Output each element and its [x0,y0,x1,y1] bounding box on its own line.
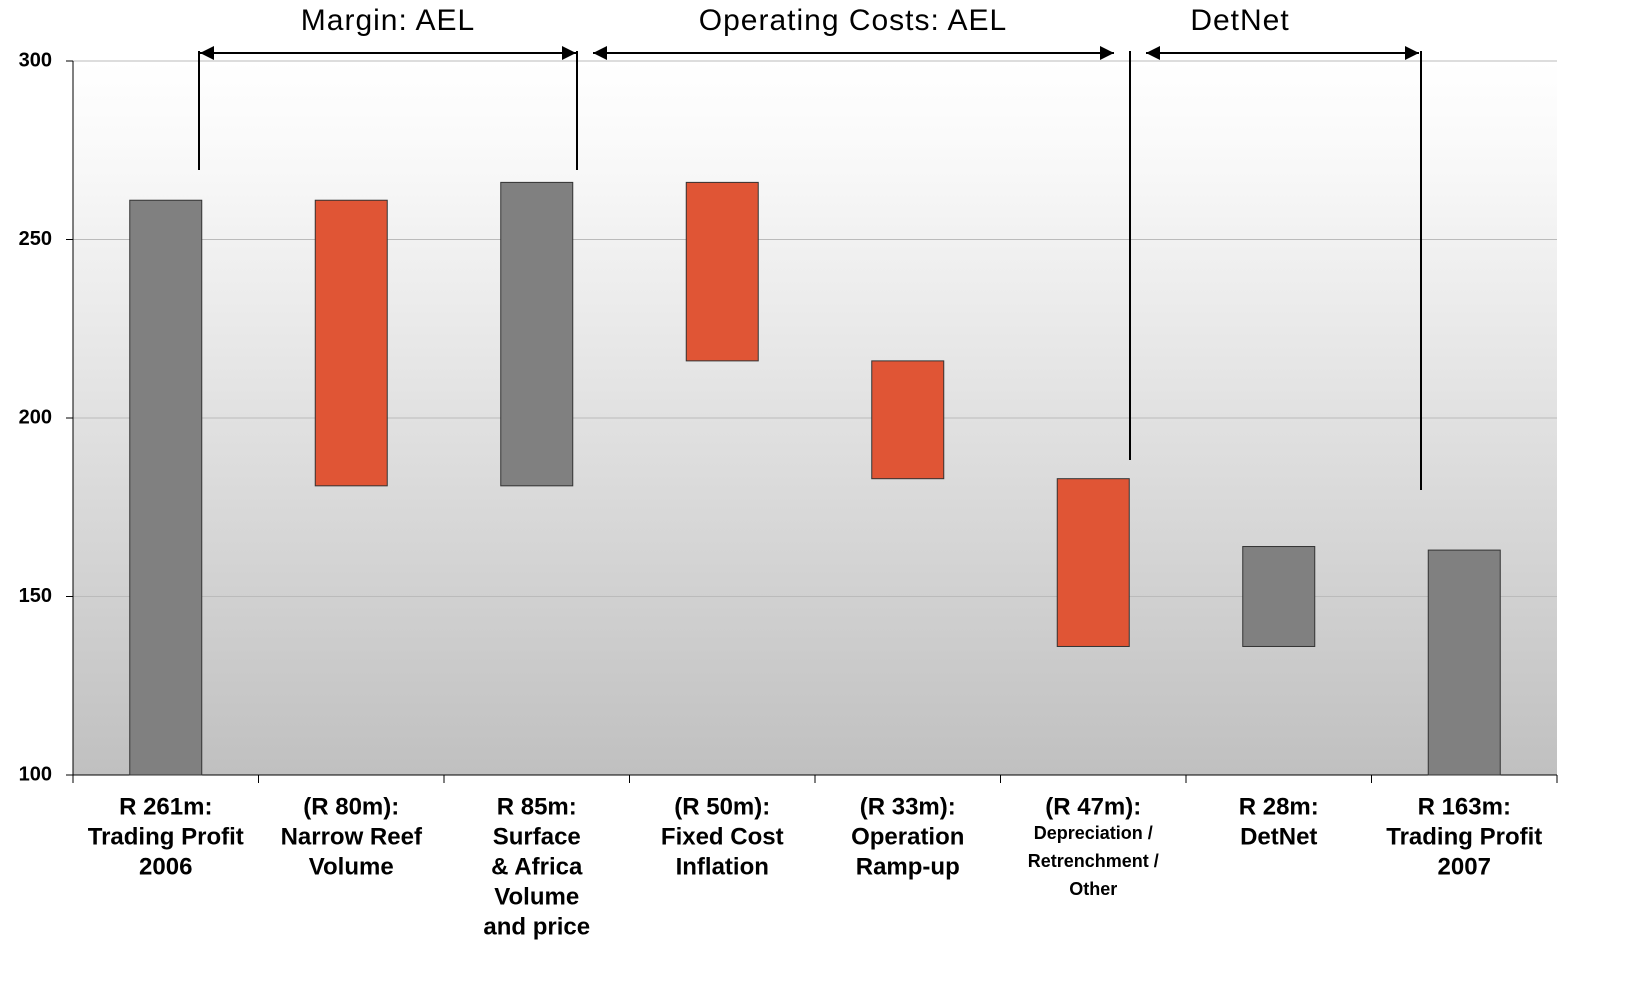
category-label: & Africa [491,853,583,880]
category-label: Fixed Cost [661,823,784,850]
bar [685,181,759,362]
category-label: Other [1069,879,1117,899]
y-tick-label: 200 [19,406,52,428]
value-label: R 163m: [1418,793,1511,820]
value-label: R 261m: [119,793,212,820]
category-label: Depreciation / [1034,823,1153,843]
category-label: Operation [851,823,964,850]
category-label: and price [483,913,590,940]
category-label: 2006 [139,853,192,880]
bar [129,199,203,776]
value-label: R 85m: [497,793,577,820]
group-label: Operating Costs: AEL [699,4,1008,37]
group-label: Margin: AEL [301,4,475,37]
bar [1427,549,1501,776]
group-label: DetNet [1190,4,1289,37]
category-label: Inflation [676,853,769,880]
y-tick-label: 150 [19,585,52,607]
category-label: 2007 [1438,853,1491,880]
value-label: (R 80m): [303,793,399,820]
bar [500,181,574,487]
category-label: DetNet [1240,823,1317,850]
category-label: Trading Profit [88,823,244,850]
value-label: (R 33m): [860,793,956,820]
y-tick-label: 250 [19,228,52,250]
category-label: Ramp-up [856,853,960,880]
y-tick-label: 100 [19,763,52,785]
category-label: Surface [493,823,581,850]
value-label: (R 50m): [674,793,770,820]
category-label: Narrow Reef [281,823,423,850]
category-label: Volume [309,853,394,880]
bar [1056,478,1130,647]
category-label: Volume [494,883,579,910]
category-label: Retrenchment / [1028,851,1159,871]
value-label: (R 47m): [1045,793,1141,820]
bar [1242,546,1316,647]
bar [314,199,388,487]
category-label: Trading Profit [1386,823,1542,850]
bar [871,360,945,480]
y-tick-label: 300 [19,49,52,71]
value-label: R 28m: [1239,793,1319,820]
